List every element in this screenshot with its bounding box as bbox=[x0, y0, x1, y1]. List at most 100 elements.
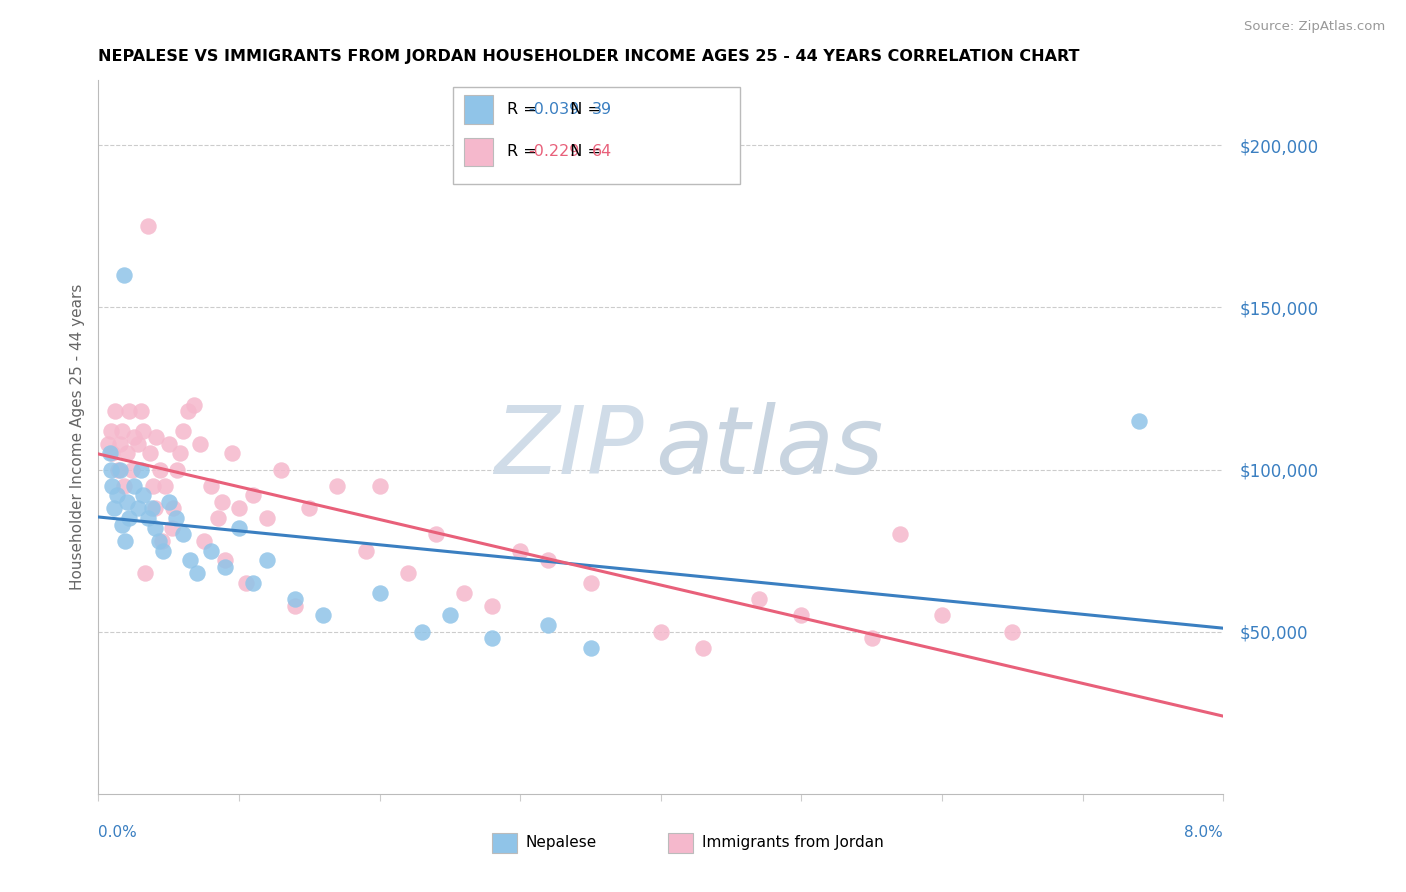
Point bbox=[221, 446, 243, 460]
Point bbox=[439, 608, 461, 623]
Point bbox=[121, 462, 143, 476]
Point bbox=[242, 488, 264, 502]
Point bbox=[111, 517, 134, 532]
Point bbox=[112, 268, 135, 282]
Point bbox=[139, 446, 162, 460]
Point bbox=[650, 624, 672, 639]
Point bbox=[118, 511, 141, 525]
Point bbox=[284, 592, 307, 607]
Point bbox=[100, 462, 122, 476]
Point bbox=[100, 424, 122, 438]
Point bbox=[177, 404, 200, 418]
Point bbox=[122, 430, 145, 444]
Point bbox=[129, 462, 152, 476]
Text: ZIP: ZIP bbox=[495, 402, 644, 493]
Point bbox=[188, 436, 211, 450]
Point bbox=[579, 640, 602, 655]
Point bbox=[108, 436, 131, 450]
Point bbox=[108, 462, 131, 476]
Point bbox=[214, 559, 236, 574]
Point bbox=[118, 404, 141, 418]
Point bbox=[143, 501, 166, 516]
Point bbox=[242, 576, 264, 591]
Point bbox=[112, 479, 135, 493]
Point bbox=[145, 430, 167, 444]
Text: 8.0%: 8.0% bbox=[1184, 825, 1223, 840]
Point bbox=[579, 576, 602, 591]
Point bbox=[115, 495, 138, 509]
Text: Source: ZipAtlas.com: Source: ZipAtlas.com bbox=[1244, 20, 1385, 33]
Point bbox=[105, 488, 128, 502]
Point bbox=[481, 599, 503, 613]
Point bbox=[298, 501, 321, 516]
Point bbox=[256, 553, 278, 567]
Point bbox=[207, 511, 229, 525]
Point bbox=[396, 566, 419, 581]
Text: R =: R = bbox=[508, 102, 543, 117]
Point bbox=[160, 521, 183, 535]
Point bbox=[748, 592, 770, 607]
Point bbox=[537, 553, 560, 567]
Point bbox=[127, 501, 149, 516]
Point bbox=[200, 543, 222, 558]
Point bbox=[183, 398, 205, 412]
Point bbox=[860, 631, 883, 645]
Point bbox=[149, 462, 172, 476]
Point bbox=[136, 511, 159, 525]
Point bbox=[127, 436, 149, 450]
Point bbox=[166, 462, 188, 476]
Point bbox=[1128, 414, 1150, 428]
Point bbox=[107, 462, 129, 476]
Point bbox=[692, 640, 714, 655]
Point bbox=[172, 527, 194, 541]
Point bbox=[169, 446, 191, 460]
Point bbox=[101, 479, 124, 493]
Point bbox=[453, 586, 475, 600]
Point bbox=[931, 608, 953, 623]
Point bbox=[200, 479, 222, 493]
Point bbox=[101, 446, 124, 460]
Text: Nepalese: Nepalese bbox=[526, 836, 598, 850]
Point bbox=[172, 424, 194, 438]
Point bbox=[312, 608, 335, 623]
Text: N =: N = bbox=[560, 102, 606, 117]
Point bbox=[148, 533, 170, 548]
Point bbox=[132, 424, 155, 438]
Point bbox=[136, 219, 159, 234]
Point bbox=[143, 521, 166, 535]
Point bbox=[411, 624, 433, 639]
Point bbox=[186, 566, 208, 581]
Point bbox=[326, 479, 349, 493]
Point bbox=[354, 543, 377, 558]
Point bbox=[214, 553, 236, 567]
Point bbox=[157, 436, 180, 450]
Point bbox=[162, 501, 184, 516]
Text: Immigrants from Jordan: Immigrants from Jordan bbox=[702, 836, 883, 850]
Point bbox=[509, 543, 531, 558]
Point bbox=[153, 479, 176, 493]
Point bbox=[1001, 624, 1024, 639]
Text: 0.0%: 0.0% bbox=[98, 825, 138, 840]
Point bbox=[150, 533, 173, 548]
Point bbox=[270, 462, 292, 476]
Point bbox=[98, 446, 121, 460]
Point bbox=[193, 533, 215, 548]
Point bbox=[111, 424, 134, 438]
Y-axis label: Householder Income Ages 25 - 44 years: Householder Income Ages 25 - 44 years bbox=[69, 284, 84, 591]
Point bbox=[481, 631, 503, 645]
Point bbox=[122, 479, 145, 493]
Point bbox=[132, 488, 155, 502]
Point bbox=[114, 533, 136, 548]
Point bbox=[368, 479, 391, 493]
Point bbox=[235, 576, 257, 591]
Point bbox=[368, 586, 391, 600]
Point bbox=[129, 404, 152, 418]
Point bbox=[228, 501, 250, 516]
Point bbox=[211, 495, 233, 509]
Point bbox=[165, 511, 187, 525]
Point bbox=[97, 436, 120, 450]
Point bbox=[134, 566, 156, 581]
Point bbox=[425, 527, 447, 541]
Point bbox=[179, 553, 201, 567]
Text: -0.039: -0.039 bbox=[529, 102, 581, 117]
